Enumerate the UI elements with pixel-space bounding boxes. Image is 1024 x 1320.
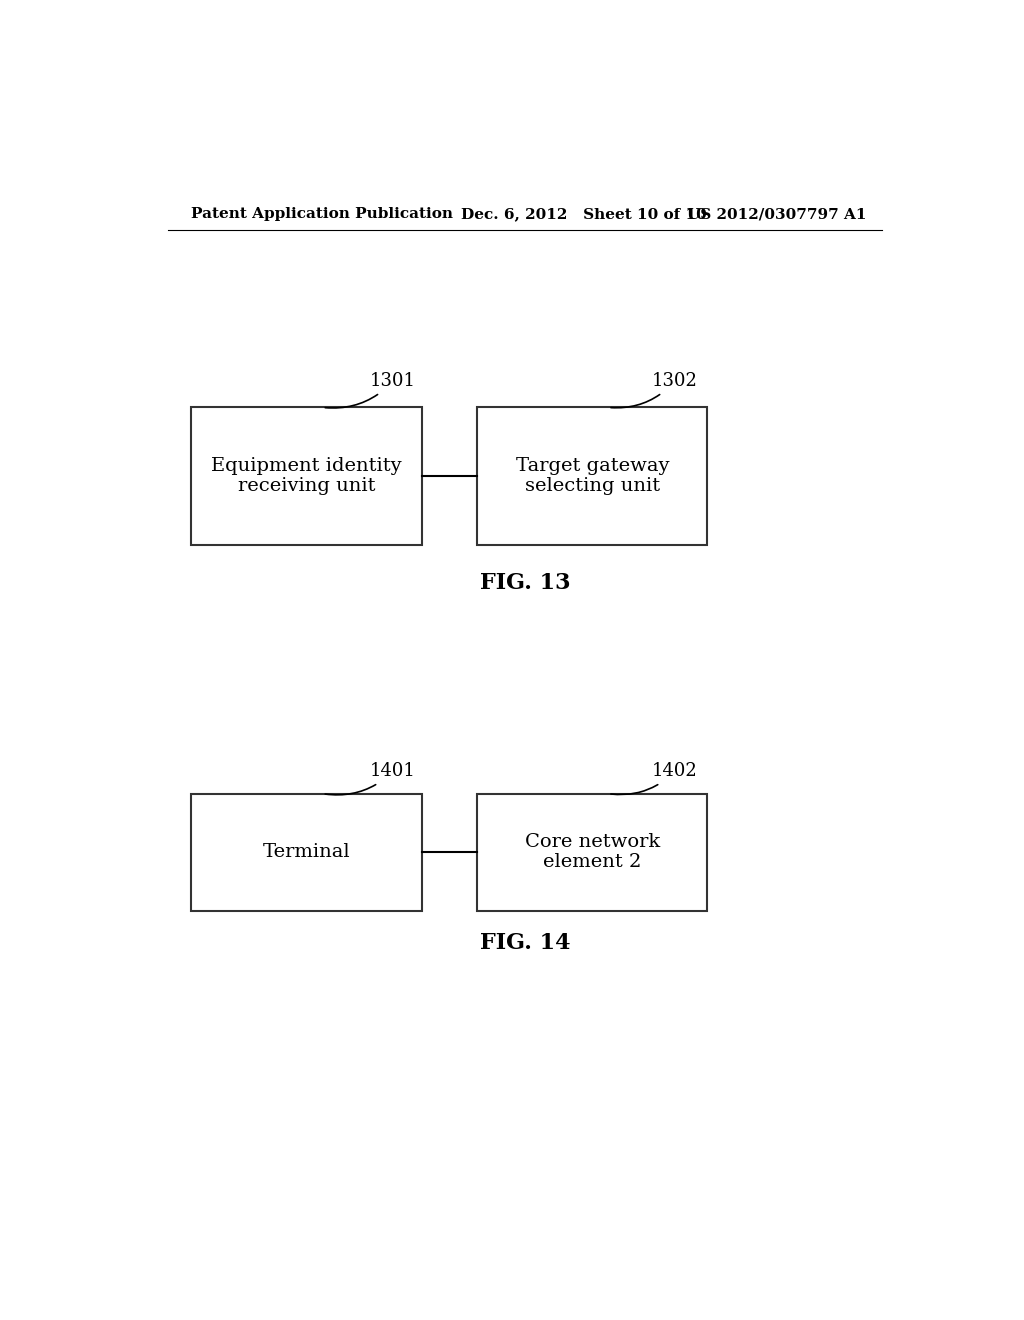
Text: 1302: 1302 bbox=[611, 372, 697, 408]
Text: US 2012/0307797 A1: US 2012/0307797 A1 bbox=[686, 207, 866, 222]
Text: 1402: 1402 bbox=[611, 763, 697, 795]
Text: FIG. 13: FIG. 13 bbox=[479, 573, 570, 594]
Text: Equipment identity
receiving unit: Equipment identity receiving unit bbox=[211, 457, 401, 495]
Text: Terminal: Terminal bbox=[263, 843, 350, 861]
FancyBboxPatch shape bbox=[191, 408, 422, 545]
FancyBboxPatch shape bbox=[477, 408, 708, 545]
Text: Dec. 6, 2012   Sheet 10 of 10: Dec. 6, 2012 Sheet 10 of 10 bbox=[461, 207, 707, 222]
Text: FIG. 14: FIG. 14 bbox=[479, 932, 570, 954]
Text: 1401: 1401 bbox=[326, 763, 416, 795]
Text: Target gateway
selecting unit: Target gateway selecting unit bbox=[515, 457, 669, 495]
Text: Core network
element 2: Core network element 2 bbox=[524, 833, 659, 871]
FancyBboxPatch shape bbox=[477, 793, 708, 911]
Text: Patent Application Publication: Patent Application Publication bbox=[191, 207, 454, 222]
Text: 1301: 1301 bbox=[326, 372, 416, 408]
FancyBboxPatch shape bbox=[191, 793, 422, 911]
